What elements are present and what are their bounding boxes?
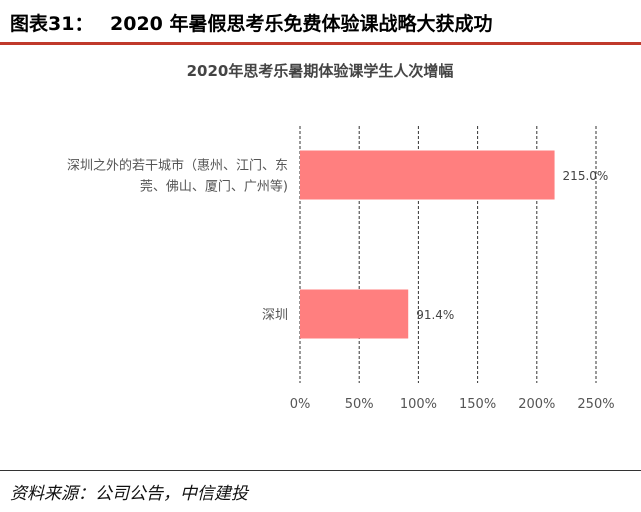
figure-header: 图表31： 2020 年暑假思考乐免费体验课战略大获成功 (0, 0, 641, 46)
data-label: 91.4% (416, 308, 454, 322)
x-tick-label: 50% (345, 397, 374, 412)
figure-title: 2020 年暑假思考乐免费体验课战略大获成功 (110, 13, 493, 35)
bar-chart: 2020年思考乐暑期体验课学生人次增幅 深圳之外的若干城市（惠州、江门、东莞、佛… (67, 62, 615, 412)
x-tick-label: 0% (290, 397, 311, 412)
x-tick-label: 200% (518, 397, 555, 412)
bar (300, 289, 409, 339)
x-tick-labels: 0% 50% 100% 150% 200% 250% (290, 397, 615, 412)
bar (300, 150, 555, 200)
source-note: 资料来源：公司公告，中信建投 (10, 484, 248, 504)
data-labels: 215.0% 91.4% (416, 169, 608, 322)
data-label: 215.0% (563, 169, 609, 183)
footer-rule (0, 470, 641, 471)
category-label: 深圳之外的若干城市（惠州、江门、东莞、佛山、厦门、广州等) (67, 158, 288, 195)
x-tick-label: 150% (459, 397, 496, 412)
x-tick-label: 100% (400, 397, 437, 412)
chart-title: 2020年思考乐暑期体验课学生人次增幅 (187, 62, 454, 80)
x-tick-label: 250% (577, 397, 614, 412)
header-rule (0, 42, 641, 45)
category-labels: 深圳之外的若干城市（惠州、江门、东莞、佛山、厦门、广州等) 深圳 (67, 158, 288, 324)
category-label: 深圳 (262, 308, 288, 323)
bars (300, 150, 555, 339)
figure-label: 图表31： (10, 13, 94, 35)
